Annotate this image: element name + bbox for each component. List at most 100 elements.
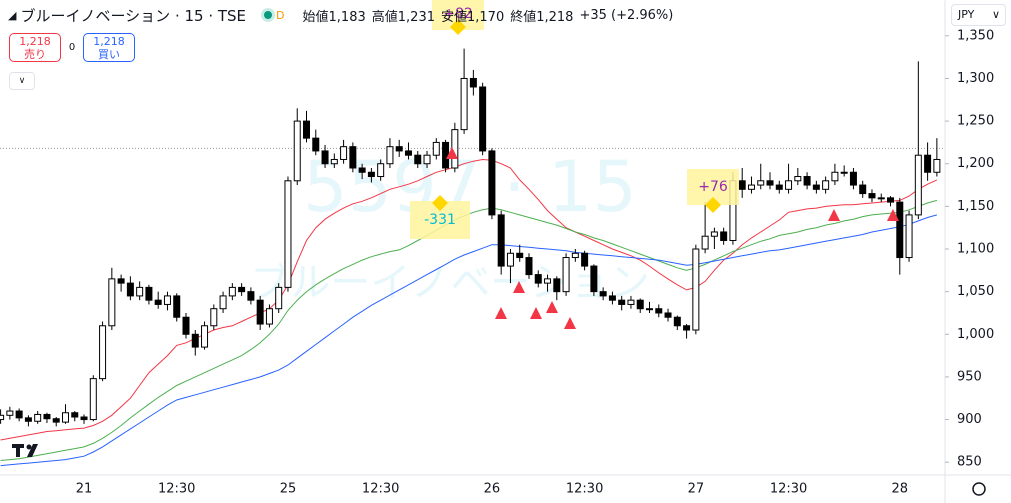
market-status: [264, 11, 273, 19]
collapse-arrow[interactable]: ◢: [8, 8, 17, 22]
candle-body: [822, 180, 830, 190]
candle-body: [404, 150, 412, 156]
candle-body: [145, 286, 153, 301]
ohlc-values: 始値1,183 高値1,231 安値1,170 終値1,218: [303, 6, 580, 25]
annotation-diamond: [705, 197, 721, 213]
sell-price: 1,218: [19, 35, 51, 48]
candle-body: [358, 167, 366, 173]
candle-body: [720, 231, 728, 241]
candle-body: [812, 184, 820, 190]
y-tick-label: 1,150: [957, 199, 994, 214]
candle-body: [887, 197, 895, 203]
candle-body: [766, 180, 774, 186]
ohlc-value: 1,183: [328, 9, 366, 25]
x-tick-label: 28: [892, 482, 909, 497]
trade-buttons: 1,218 売り 0 1,218 買い: [9, 33, 135, 62]
y-tick-label: 1,050: [957, 284, 994, 299]
candle-body: [330, 158, 338, 165]
candle-body: [312, 137, 320, 152]
candle-body: [664, 312, 672, 318]
candle-body: [293, 120, 301, 182]
candle-body: [590, 265, 598, 293]
candle-body: [126, 282, 134, 297]
candle-body: [80, 416, 88, 421]
signal-triangle: [513, 281, 525, 293]
spread: 0: [68, 42, 76, 53]
plot-area: [0, 48, 945, 467]
buy-price: 1,218: [93, 35, 125, 48]
ohlc-value: 1,231: [397, 9, 435, 25]
candle-body: [154, 299, 162, 305]
candle-body: [924, 154, 932, 173]
legend-header: ◢ ブルーイノベーション · 15 · TSE D 始値1,183 高値1,231…: [8, 3, 673, 27]
candle-body: [395, 146, 403, 152]
candle-body: [599, 291, 607, 297]
signal-triangle: [564, 317, 576, 329]
signal-triangle: [446, 147, 458, 159]
tv-logo: [12, 444, 38, 457]
candle-body: [803, 176, 811, 186]
x-tick-label: 12:30: [566, 482, 603, 497]
sell-label: 売り: [24, 48, 46, 61]
signal-triangle: [495, 307, 507, 319]
candle-body: [840, 171, 848, 174]
buy-button[interactable]: 1,218 買い: [83, 33, 135, 62]
candle-body: [516, 252, 524, 259]
y-tick-label: 900: [957, 412, 982, 427]
candle-body: [618, 299, 626, 305]
candle-body: [608, 295, 616, 301]
candle-body: [432, 141, 440, 156]
expand-button[interactable]: ∨: [9, 72, 35, 90]
signal-triangle: [887, 209, 899, 221]
ohlc-label: 安値: [440, 9, 467, 25]
candle-body: [905, 214, 913, 259]
candle-body: [442, 141, 450, 169]
candle-body: [785, 180, 793, 190]
sell-button[interactable]: 1,218 売り: [9, 33, 61, 62]
candle-body: [0, 414, 5, 421]
candle-body: [738, 180, 746, 190]
watermark-name: ブルーイノベーション: [250, 260, 649, 306]
change: +35 (+2.96%): [579, 7, 674, 23]
candle-body: [757, 180, 765, 186]
candle-body: [6, 410, 14, 416]
candle-body: [61, 412, 69, 423]
candle-body: [636, 299, 644, 310]
x-tick-label: 12:30: [158, 482, 195, 497]
currency-select[interactable]: JPY ∨: [951, 4, 1006, 26]
candle-body: [71, 412, 79, 418]
candle-body: [386, 146, 394, 165]
signal-triangle: [828, 209, 840, 221]
candle-body: [256, 299, 264, 325]
candle-body: [173, 295, 181, 318]
candle-body: [701, 235, 709, 250]
annotation-diamond: [450, 19, 466, 35]
candle-body: [497, 214, 505, 267]
y-tick-label: 1,350: [957, 28, 994, 43]
settings-icon[interactable]: [972, 482, 986, 496]
candle-body: [24, 417, 32, 422]
candle-body: [43, 413, 51, 420]
candle-body: [562, 257, 570, 293]
candle-body: [544, 278, 552, 284]
y-tick-label: 1,100: [957, 242, 994, 257]
annotation-text: +82: [443, 6, 473, 22]
candle-body: [34, 413, 42, 422]
moving-average: [0, 214, 938, 467]
annotation-text: +76: [698, 179, 728, 195]
y-tick-label: 850: [957, 455, 982, 470]
candle-body: [831, 171, 839, 182]
candle-body: [488, 150, 496, 216]
candle-body: [136, 286, 144, 297]
x-tick-label: 21: [76, 482, 93, 497]
moving-average: [0, 158, 938, 441]
candle-body: [747, 184, 755, 190]
candle-body: [191, 333, 199, 348]
x-tick-label: 12:30: [770, 482, 807, 497]
badge: D: [276, 8, 285, 22]
candle-body: [571, 252, 579, 259]
ohlc-label: 始値: [302, 9, 329, 25]
candle-body: [775, 184, 783, 190]
